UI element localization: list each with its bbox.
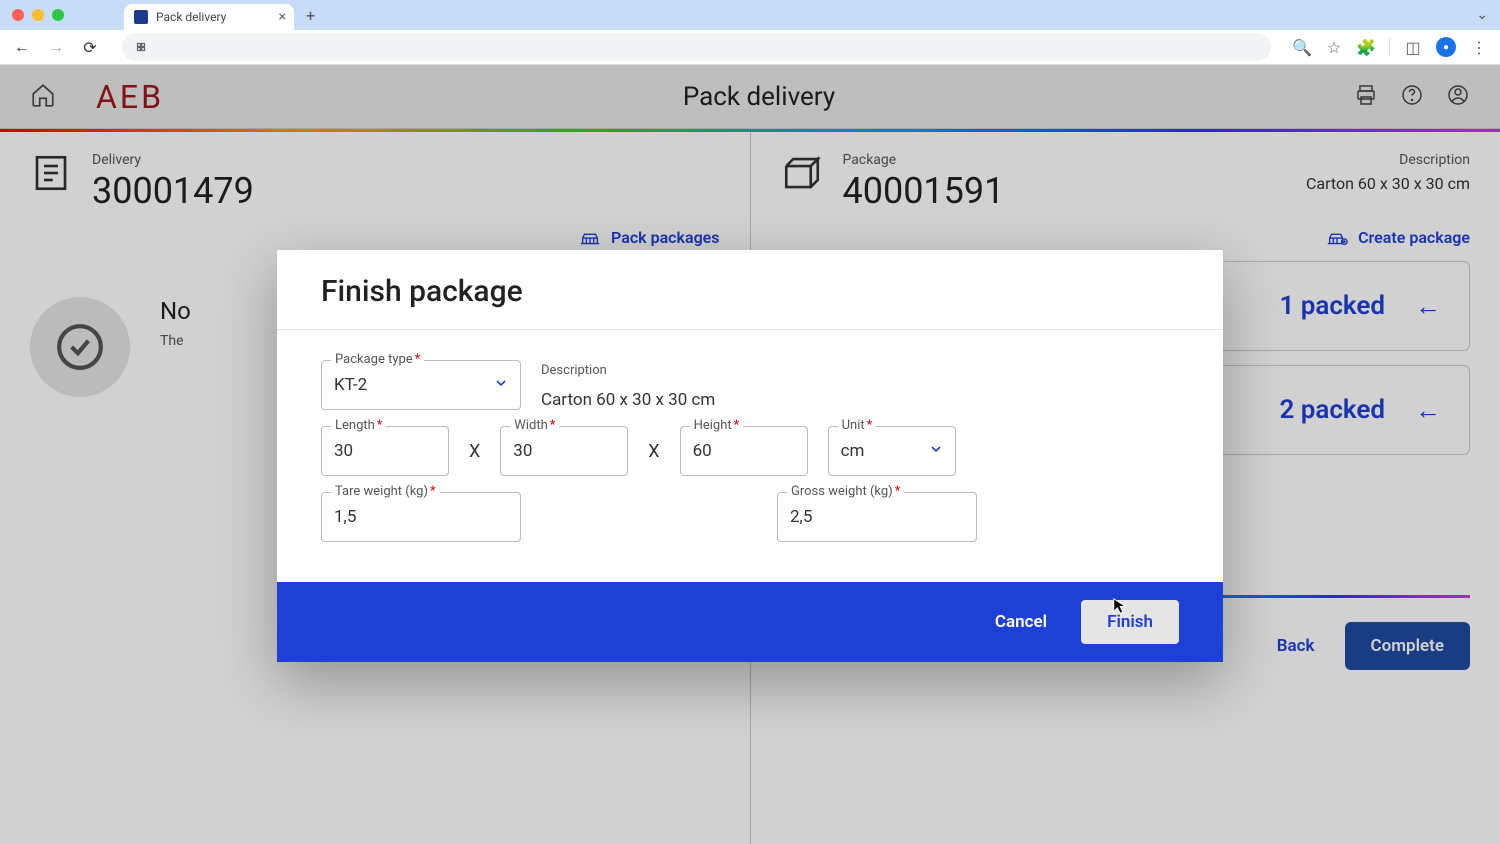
back-button[interactable]: ←	[12, 37, 32, 57]
package-type-select[interactable]	[321, 360, 521, 410]
site-settings-icon	[134, 40, 148, 54]
height-input[interactable]	[680, 426, 808, 476]
gross-weight-label: Gross weight (kg)*	[787, 484, 904, 499]
maximize-window-button[interactable]	[52, 9, 64, 21]
gross-weight-input[interactable]	[777, 492, 977, 542]
length-label: Length*	[331, 418, 386, 433]
close-tab-icon[interactable]: ×	[279, 9, 286, 25]
browser-tab[interactable]: Pack delivery ×	[124, 4, 294, 30]
sidepanel-icon[interactable]: ◫	[1404, 38, 1422, 56]
address-bar[interactable]	[122, 33, 1271, 61]
browser-tab-bar: Pack delivery × + ⌄	[0, 0, 1500, 30]
description-field-label: Description	[541, 363, 1179, 378]
minimize-window-button[interactable]	[32, 9, 44, 21]
unit-label: Unit*	[838, 418, 877, 433]
tab-favicon	[134, 10, 148, 24]
cancel-button[interactable]: Cancel	[995, 612, 1047, 632]
height-label: Height*	[690, 418, 744, 433]
reload-button[interactable]: ⟳	[80, 38, 100, 57]
profile-avatar[interactable]: ●	[1436, 37, 1456, 57]
finish-package-modal: Finish package Package type* Description…	[277, 250, 1223, 662]
forward-button[interactable]: →	[46, 37, 66, 57]
extensions-icon[interactable]: 🧩	[1357, 38, 1375, 56]
close-window-button[interactable]	[12, 9, 24, 21]
zoom-icon[interactable]: 🔍	[1293, 38, 1311, 56]
width-input[interactable]	[500, 426, 628, 476]
menu-icon[interactable]: ⋮	[1470, 38, 1488, 56]
length-input[interactable]	[321, 426, 449, 476]
finish-button[interactable]: Finish	[1081, 600, 1179, 644]
divider	[1389, 38, 1390, 56]
description-field-value: Carton 60 x 30 x 30 cm	[541, 384, 1179, 410]
modal-footer: Cancel Finish	[277, 582, 1223, 662]
modal-title: Finish package	[321, 274, 1179, 309]
browser-toolbar: ← → ⟳ 🔍 ☆ 🧩 ◫ ● ⋮	[0, 30, 1500, 65]
package-type-label: Package type*	[331, 352, 424, 367]
bookmark-icon[interactable]: ☆	[1325, 38, 1343, 56]
multiply-icon: X	[469, 441, 480, 476]
window-controls	[12, 9, 64, 21]
width-label: Width*	[510, 418, 559, 433]
new-tab-button[interactable]: +	[306, 6, 315, 25]
tare-weight-input[interactable]	[321, 492, 521, 542]
unit-select[interactable]	[828, 426, 956, 476]
multiply-icon: X	[648, 441, 659, 476]
tab-title: Pack delivery	[156, 10, 226, 24]
modal-header: Finish package	[277, 250, 1223, 330]
tabs-dropdown-icon[interactable]: ⌄	[1476, 7, 1488, 23]
tare-weight-label: Tare weight (kg)*	[331, 484, 440, 499]
